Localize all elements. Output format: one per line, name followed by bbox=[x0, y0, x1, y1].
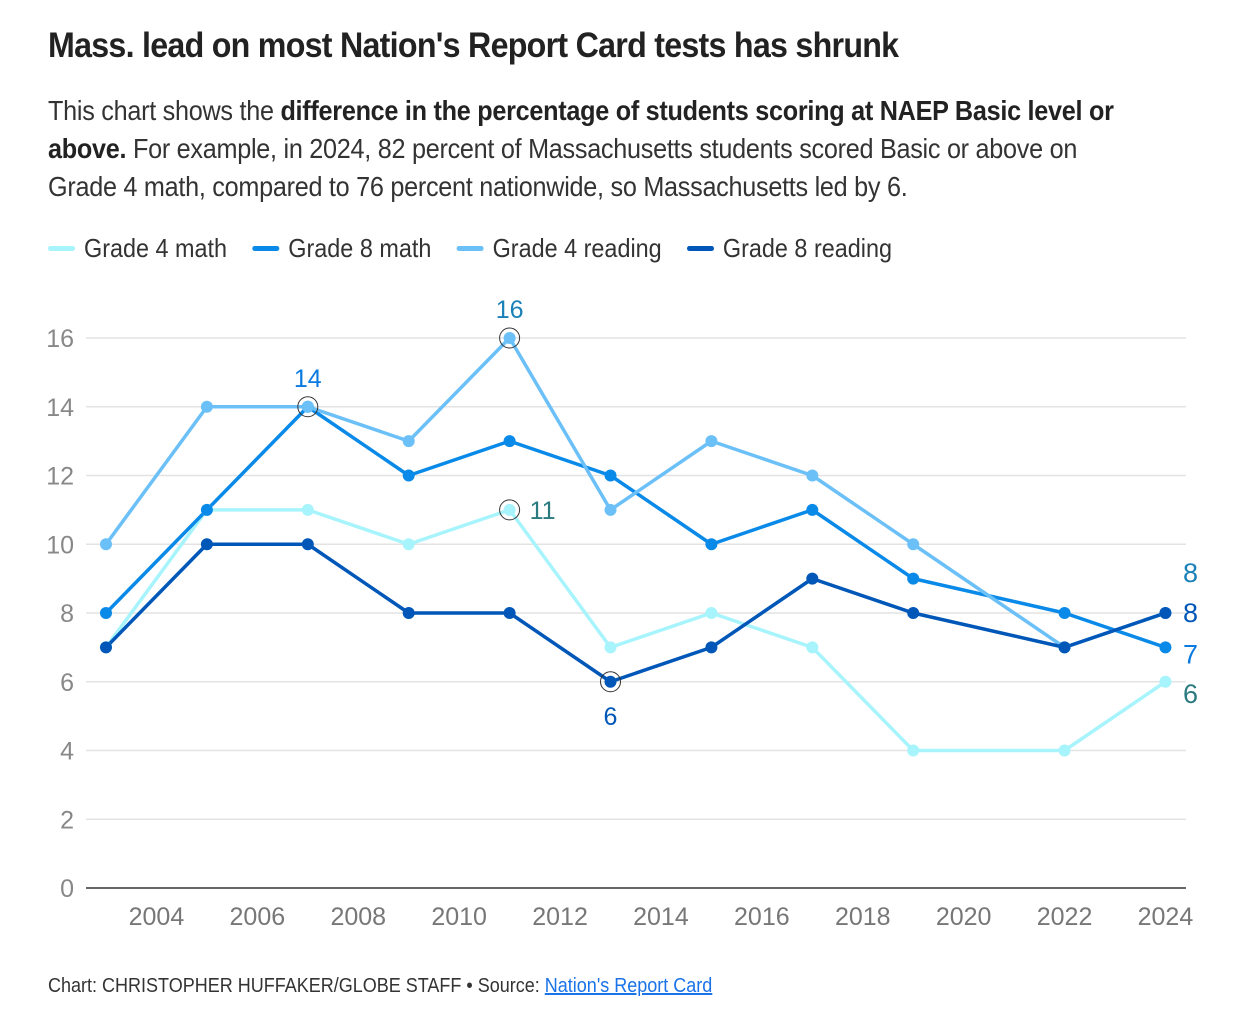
end-label: 7 bbox=[1183, 639, 1198, 669]
annotation-label: 14 bbox=[294, 365, 322, 393]
x-tick-label: 2018 bbox=[835, 903, 891, 931]
annotation-ring bbox=[499, 327, 521, 349]
legend-label: Grade 4 math bbox=[84, 233, 228, 263]
data-point bbox=[806, 503, 819, 516]
data-point bbox=[402, 538, 415, 551]
end-label: 8 bbox=[1183, 558, 1198, 588]
data-point bbox=[200, 503, 213, 516]
y-tick-label: 4 bbox=[60, 738, 74, 766]
data-point bbox=[301, 503, 314, 516]
data-point bbox=[1058, 641, 1071, 654]
data-point bbox=[1058, 607, 1071, 619]
data-point bbox=[907, 744, 920, 757]
data-point bbox=[200, 400, 213, 413]
data-point bbox=[907, 538, 920, 551]
data-point bbox=[705, 435, 718, 448]
x-tick-label: 2016 bbox=[734, 903, 790, 931]
x-tick-label: 2006 bbox=[230, 903, 286, 931]
y-tick-label: 6 bbox=[60, 669, 74, 697]
source-label: Source: bbox=[477, 975, 540, 997]
annotation-ring bbox=[600, 671, 621, 693]
y-tick-label: 8 bbox=[60, 600, 74, 628]
end-label: 6 bbox=[1183, 679, 1198, 709]
legend-item: Grade 4 math bbox=[48, 233, 227, 264]
data-point bbox=[1058, 744, 1071, 757]
legend-label: Grade 8 reading bbox=[722, 233, 893, 263]
data-point bbox=[907, 607, 920, 619]
x-tick-label: 2004 bbox=[129, 903, 185, 931]
data-point bbox=[1159, 641, 1172, 654]
data-point bbox=[402, 469, 415, 482]
legend-label: Grade 8 math bbox=[288, 233, 432, 263]
legend-item: Grade 8 math bbox=[252, 233, 431, 264]
separator: • bbox=[466, 975, 473, 997]
data-point bbox=[402, 435, 415, 448]
data-point bbox=[604, 675, 617, 688]
legend-swatch bbox=[48, 246, 75, 251]
data-point bbox=[604, 503, 617, 516]
annotation-label: 11 bbox=[530, 497, 556, 525]
footer: Chart: CHRISTOPHER HUFFAKER/GLOBE STAFF … bbox=[48, 975, 712, 998]
data-point bbox=[100, 607, 112, 619]
series-line-1 bbox=[104, 405, 1167, 650]
legend-swatch bbox=[686, 246, 714, 251]
annotation-ring bbox=[499, 499, 521, 521]
y-tick-label: 16 bbox=[46, 325, 74, 353]
subtitle-bold: difference in the percentage of students… bbox=[48, 95, 1114, 164]
x-tick-label: 2010 bbox=[431, 903, 487, 931]
data-point bbox=[1159, 675, 1172, 688]
credit: Chart: CHRISTOPHER HUFFAKER/GLOBE STAFF bbox=[48, 975, 462, 997]
subtitle-text: This chart shows the bbox=[48, 95, 281, 126]
x-tick-label: 2008 bbox=[330, 903, 386, 931]
legend-swatch bbox=[252, 246, 280, 251]
y-tick-label: 14 bbox=[46, 394, 74, 422]
y-tick-label: 0 bbox=[60, 875, 74, 903]
subtitle-text-post: For example, in 2024, 82 percent of Mass… bbox=[48, 133, 1078, 202]
data-point bbox=[100, 538, 112, 551]
data-point bbox=[705, 538, 718, 551]
x-tick-label: 2022 bbox=[1037, 903, 1093, 931]
data-point bbox=[301, 400, 314, 413]
y-tick-label: 12 bbox=[46, 463, 74, 491]
data-point bbox=[200, 538, 213, 551]
legend-item: Grade 4 reading bbox=[456, 233, 662, 264]
data-point bbox=[705, 607, 718, 619]
source-link[interactable]: Nation's Report Card bbox=[544, 975, 713, 997]
annotation-label: 16 bbox=[496, 296, 524, 324]
chart-subtitle: This chart shows the difference in the p… bbox=[48, 92, 1128, 206]
data-point bbox=[1159, 607, 1172, 619]
x-tick-label: 2020 bbox=[936, 903, 992, 931]
end-label: 8 bbox=[1183, 598, 1198, 628]
data-point bbox=[705, 641, 718, 654]
y-tick-label: 2 bbox=[60, 806, 74, 834]
line-chart: 0 2 4 6 8 10 12 14 16 2004 2006 2008 2010 2012 2014 201… bbox=[46, 296, 1198, 931]
x-tick-label: 2014 bbox=[633, 903, 689, 931]
data-point bbox=[100, 641, 112, 654]
data-point bbox=[907, 572, 920, 585]
chart-title: Mass. lead on most Nation's Report Card … bbox=[48, 26, 899, 65]
y-tick-label: 10 bbox=[46, 531, 74, 559]
legend: Grade 4 math Grade 8 math Grade 4 reading G… bbox=[48, 233, 892, 264]
data-point bbox=[503, 332, 516, 344]
data-point bbox=[806, 572, 819, 585]
data-point bbox=[806, 469, 819, 482]
data-point bbox=[402, 607, 415, 619]
data-point bbox=[503, 607, 516, 619]
x-tick-label: 2012 bbox=[532, 903, 588, 931]
data-point bbox=[301, 538, 314, 551]
data-point bbox=[604, 469, 617, 482]
legend-item: Grade 8 reading bbox=[686, 233, 893, 264]
annotation-ring bbox=[297, 396, 319, 418]
data-point bbox=[604, 641, 617, 654]
data-point bbox=[806, 641, 819, 654]
annotation-label: 6 bbox=[604, 703, 618, 731]
data-point bbox=[503, 503, 516, 516]
legend-swatch bbox=[456, 246, 484, 251]
x-tick-label: 2024 bbox=[1138, 903, 1194, 931]
legend-label: Grade 4 reading bbox=[492, 233, 662, 263]
data-point bbox=[503, 435, 516, 448]
